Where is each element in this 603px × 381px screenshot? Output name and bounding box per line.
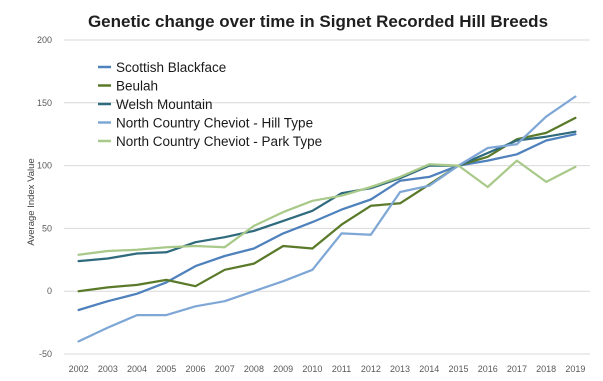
series-line-1 <box>77 133 577 312</box>
x-tick-label: 2009 <box>273 364 293 374</box>
x-tick-label: 2010 <box>302 364 322 374</box>
x-tick-label: 2018 <box>536 364 556 374</box>
series-line-3 <box>77 130 577 263</box>
series-layer <box>77 95 577 343</box>
y-axis-label: Average Index Value <box>26 158 37 245</box>
x-tick-label: 2004 <box>127 364 147 374</box>
x-tick-label: 2005 <box>156 364 176 374</box>
x-tick-label: 2011 <box>332 364 351 374</box>
legend-label: Scottish Blackface <box>116 60 226 75</box>
y-tick-label: 150 <box>37 98 52 108</box>
legend-label: North Country Cheviot - Park Type <box>116 134 322 149</box>
x-tick-label: 2014 <box>419 364 439 374</box>
x-tick-label: 2016 <box>478 364 498 374</box>
chart-title: Genetic change over time in Signet Recor… <box>88 12 548 31</box>
x-tick-label: 2015 <box>448 364 468 374</box>
x-tick-label: 2017 <box>507 364 527 374</box>
x-tick-label: 2002 <box>69 364 89 374</box>
x-tick-label: 2012 <box>361 364 381 374</box>
y-tick-label: 200 <box>37 35 52 45</box>
y-axis-ticks: -50 0 50 100 150 200 <box>37 35 52 359</box>
grid-layer <box>64 39 590 355</box>
series-line-2 <box>77 116 577 293</box>
legend-label: Beulah <box>116 79 158 94</box>
series-line-4 <box>77 95 577 343</box>
y-tick-label: -50 <box>39 349 52 359</box>
x-tick-label: 2003 <box>98 364 118 374</box>
x-tick-label: 2013 <box>390 364 410 374</box>
x-tick-label: 2006 <box>185 364 205 374</box>
x-tick-label: 2007 <box>215 364 235 374</box>
y-tick-label: 0 <box>47 286 52 296</box>
x-axis-ticks: 2002 2003 2004 2005 2006 2007 2008 2009 2010 2011… <box>69 364 586 374</box>
series-line-5 <box>77 159 577 256</box>
legend-label: North Country Cheviot - Hill Type <box>116 116 313 131</box>
y-tick-label: 100 <box>37 161 52 171</box>
legend-label: Welsh Mountain <box>116 97 213 112</box>
x-tick-label: 2008 <box>244 364 264 374</box>
legend: Scottish Blackface Beulah Welsh Mountain No… <box>98 60 322 149</box>
x-tick-label: 2019 <box>565 364 585 374</box>
y-tick-label: 50 <box>42 223 52 233</box>
